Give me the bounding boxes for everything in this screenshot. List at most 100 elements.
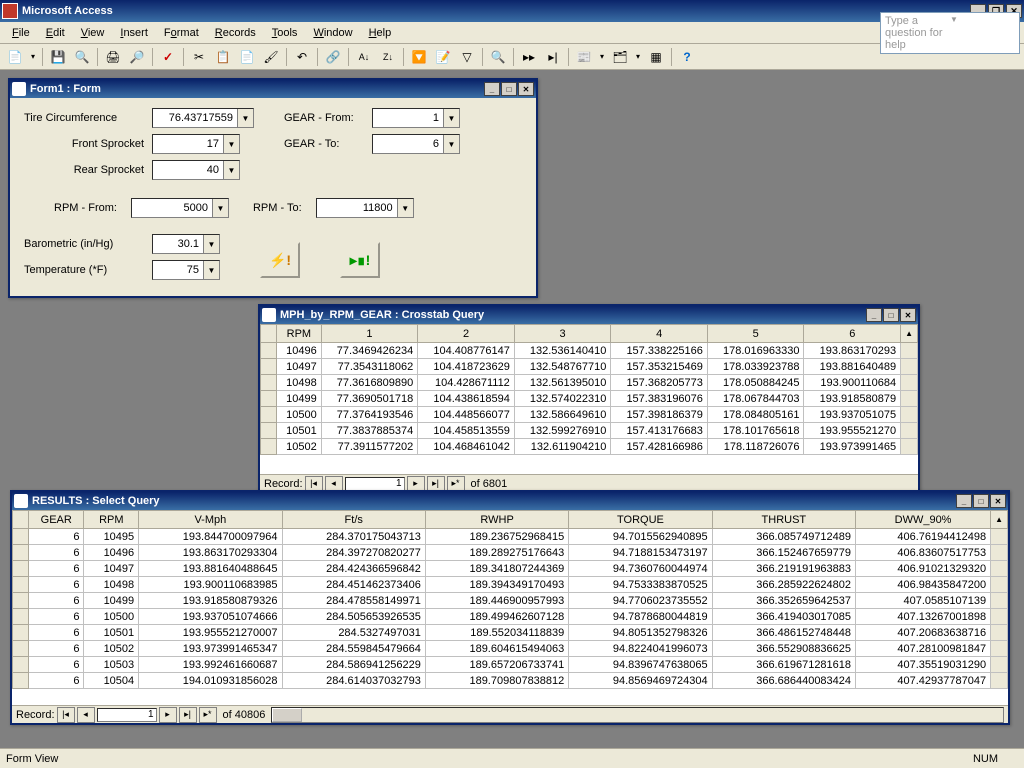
help-search-box[interactable]: Type a question for help ▼	[880, 12, 1020, 54]
column-header[interactable]: 1	[321, 325, 418, 343]
data-cell[interactable]: 6	[29, 577, 84, 593]
data-cell[interactable]: 189.446900957993	[425, 593, 568, 609]
data-cell[interactable]: 366.486152748448	[712, 625, 855, 641]
data-cell[interactable]: 6	[29, 657, 84, 673]
db-button[interactable]: 🗂	[609, 46, 631, 68]
nav-first-button[interactable]: |◂	[57, 707, 75, 723]
gear-from-combo[interactable]: ▼	[372, 108, 460, 128]
menu-window[interactable]: Window	[305, 25, 360, 41]
save-button[interactable]: 💾	[47, 46, 69, 68]
data-cell[interactable]: 132.574022310	[514, 391, 611, 407]
data-cell[interactable]: 189.341807244369	[425, 561, 568, 577]
rear-sprocket-combo[interactable]: ▼	[152, 160, 240, 180]
find-button[interactable]: 🔍	[487, 46, 509, 68]
data-cell[interactable]: 6	[29, 673, 84, 689]
row-selector[interactable]	[13, 545, 29, 561]
data-cell[interactable]: 157.428166986	[611, 439, 708, 455]
data-cell[interactable]: 366.152467659779	[712, 545, 855, 561]
data-cell[interactable]: 157.383196076	[611, 391, 708, 407]
data-cell[interactable]: 193.955521270007	[139, 625, 282, 641]
nav-prev-button[interactable]: ◂	[77, 707, 95, 723]
search-button[interactable]: 🔍	[71, 46, 93, 68]
sort-asc-button[interactable]: A↓	[353, 46, 375, 68]
row-selector[interactable]	[13, 657, 29, 673]
data-cell[interactable]: 132.611904210	[514, 439, 611, 455]
data-cell[interactable]: 366.085749712489	[712, 529, 855, 545]
data-cell[interactable]: 157.338225166	[611, 343, 708, 359]
column-header[interactable]: 4	[611, 325, 708, 343]
data-cell[interactable]: 157.398186379	[611, 407, 708, 423]
row-selector[interactable]	[261, 391, 277, 407]
data-cell[interactable]: 407.13267001898	[856, 609, 991, 625]
data-cell[interactable]: 10499	[84, 593, 139, 609]
data-cell[interactable]: 366.285922624802	[712, 577, 855, 593]
rear-sprocket-input[interactable]	[153, 161, 223, 179]
data-cell[interactable]: 189.499462607128	[425, 609, 568, 625]
layout-button[interactable]: ▦	[645, 46, 667, 68]
temp-combo[interactable]: ▼	[152, 260, 220, 280]
data-cell[interactable]: 189.289275176643	[425, 545, 568, 561]
data-cell[interactable]: 284.424366596842	[282, 561, 425, 577]
data-cell[interactable]: 10498	[277, 375, 322, 391]
data-cell[interactable]: 406.91021329320	[856, 561, 991, 577]
data-cell[interactable]: 104.468461042	[418, 439, 515, 455]
data-cell[interactable]: 189.394349170493	[425, 577, 568, 593]
paste-button[interactable]: 📄	[236, 46, 258, 68]
data-cell[interactable]: 189.657206733741	[425, 657, 568, 673]
data-cell[interactable]: 94.7706023735552	[569, 593, 712, 609]
nav-new-button[interactable]: ▸*	[199, 707, 217, 723]
data-cell[interactable]: 10503	[84, 657, 139, 673]
data-cell[interactable]: 284.505653926535	[282, 609, 425, 625]
scroll-thumb[interactable]	[272, 708, 302, 722]
data-cell[interactable]: 6	[29, 561, 84, 577]
row-selector[interactable]	[13, 673, 29, 689]
data-cell[interactable]: 104.448566077	[418, 407, 515, 423]
select-all-cell[interactable]	[261, 325, 277, 343]
filter-form-button[interactable]: 📝	[432, 46, 454, 68]
column-header[interactable]: RPM	[84, 511, 139, 529]
h-scrollbar[interactable]	[271, 707, 1004, 723]
add-button[interactable]: ▸∎!	[340, 242, 380, 278]
data-cell[interactable]: 104.458513559	[418, 423, 515, 439]
cut-button[interactable]: ✂	[188, 46, 210, 68]
results-minimize-button[interactable]: _	[956, 494, 972, 508]
data-cell[interactable]: 193.863170293304	[139, 545, 282, 561]
dropdown-icon[interactable]: ▼	[443, 109, 459, 127]
data-cell[interactable]: 178.084805161	[707, 407, 804, 423]
menu-edit[interactable]: Edit	[38, 25, 73, 41]
data-cell[interactable]: 178.016963330	[707, 343, 804, 359]
row-selector[interactable]	[13, 561, 29, 577]
column-header[interactable]: 6	[804, 325, 901, 343]
dropdown-icon[interactable]: ▼	[443, 135, 459, 153]
data-cell[interactable]: 132.536140410	[514, 343, 611, 359]
gear-from-input[interactable]	[373, 109, 443, 127]
data-cell[interactable]: 10501	[84, 625, 139, 641]
format-button[interactable]: 🖌	[260, 46, 282, 68]
data-cell[interactable]: 104.438618594	[418, 391, 515, 407]
data-cell[interactable]: 407.35519031290	[856, 657, 991, 673]
data-cell[interactable]: 132.599276910	[514, 423, 611, 439]
data-cell[interactable]: 77.3764193546	[321, 407, 418, 423]
column-header[interactable]: GEAR	[29, 511, 84, 529]
data-cell[interactable]: 193.900110684	[804, 375, 901, 391]
data-cell[interactable]: 366.619671281618	[712, 657, 855, 673]
data-cell[interactable]: 406.83607517753	[856, 545, 991, 561]
data-cell[interactable]: 193.863170293	[804, 343, 901, 359]
baro-input[interactable]	[153, 235, 203, 253]
crosstab-close-button[interactable]: ✕	[900, 308, 916, 322]
data-cell[interactable]: 284.451462373406	[282, 577, 425, 593]
column-header[interactable]: RPM	[277, 325, 322, 343]
data-cell[interactable]: 178.033923788	[707, 359, 804, 375]
data-cell[interactable]: 284.586941256229	[282, 657, 425, 673]
data-cell[interactable]: 407.20683638716	[856, 625, 991, 641]
dropdown-icon[interactable]: ▼	[203, 261, 219, 279]
link-button[interactable]: 🔗	[322, 46, 344, 68]
data-cell[interactable]: 94.8396747638065	[569, 657, 712, 673]
data-cell[interactable]: 366.686440083424	[712, 673, 855, 689]
record-current-input[interactable]	[97, 708, 157, 722]
data-cell[interactable]: 10496	[84, 545, 139, 561]
data-cell[interactable]: 193.918580879326	[139, 593, 282, 609]
tire-input[interactable]	[153, 109, 237, 127]
data-cell[interactable]: 94.8224041996073	[569, 641, 712, 657]
data-cell[interactable]: 193.937051074666	[139, 609, 282, 625]
